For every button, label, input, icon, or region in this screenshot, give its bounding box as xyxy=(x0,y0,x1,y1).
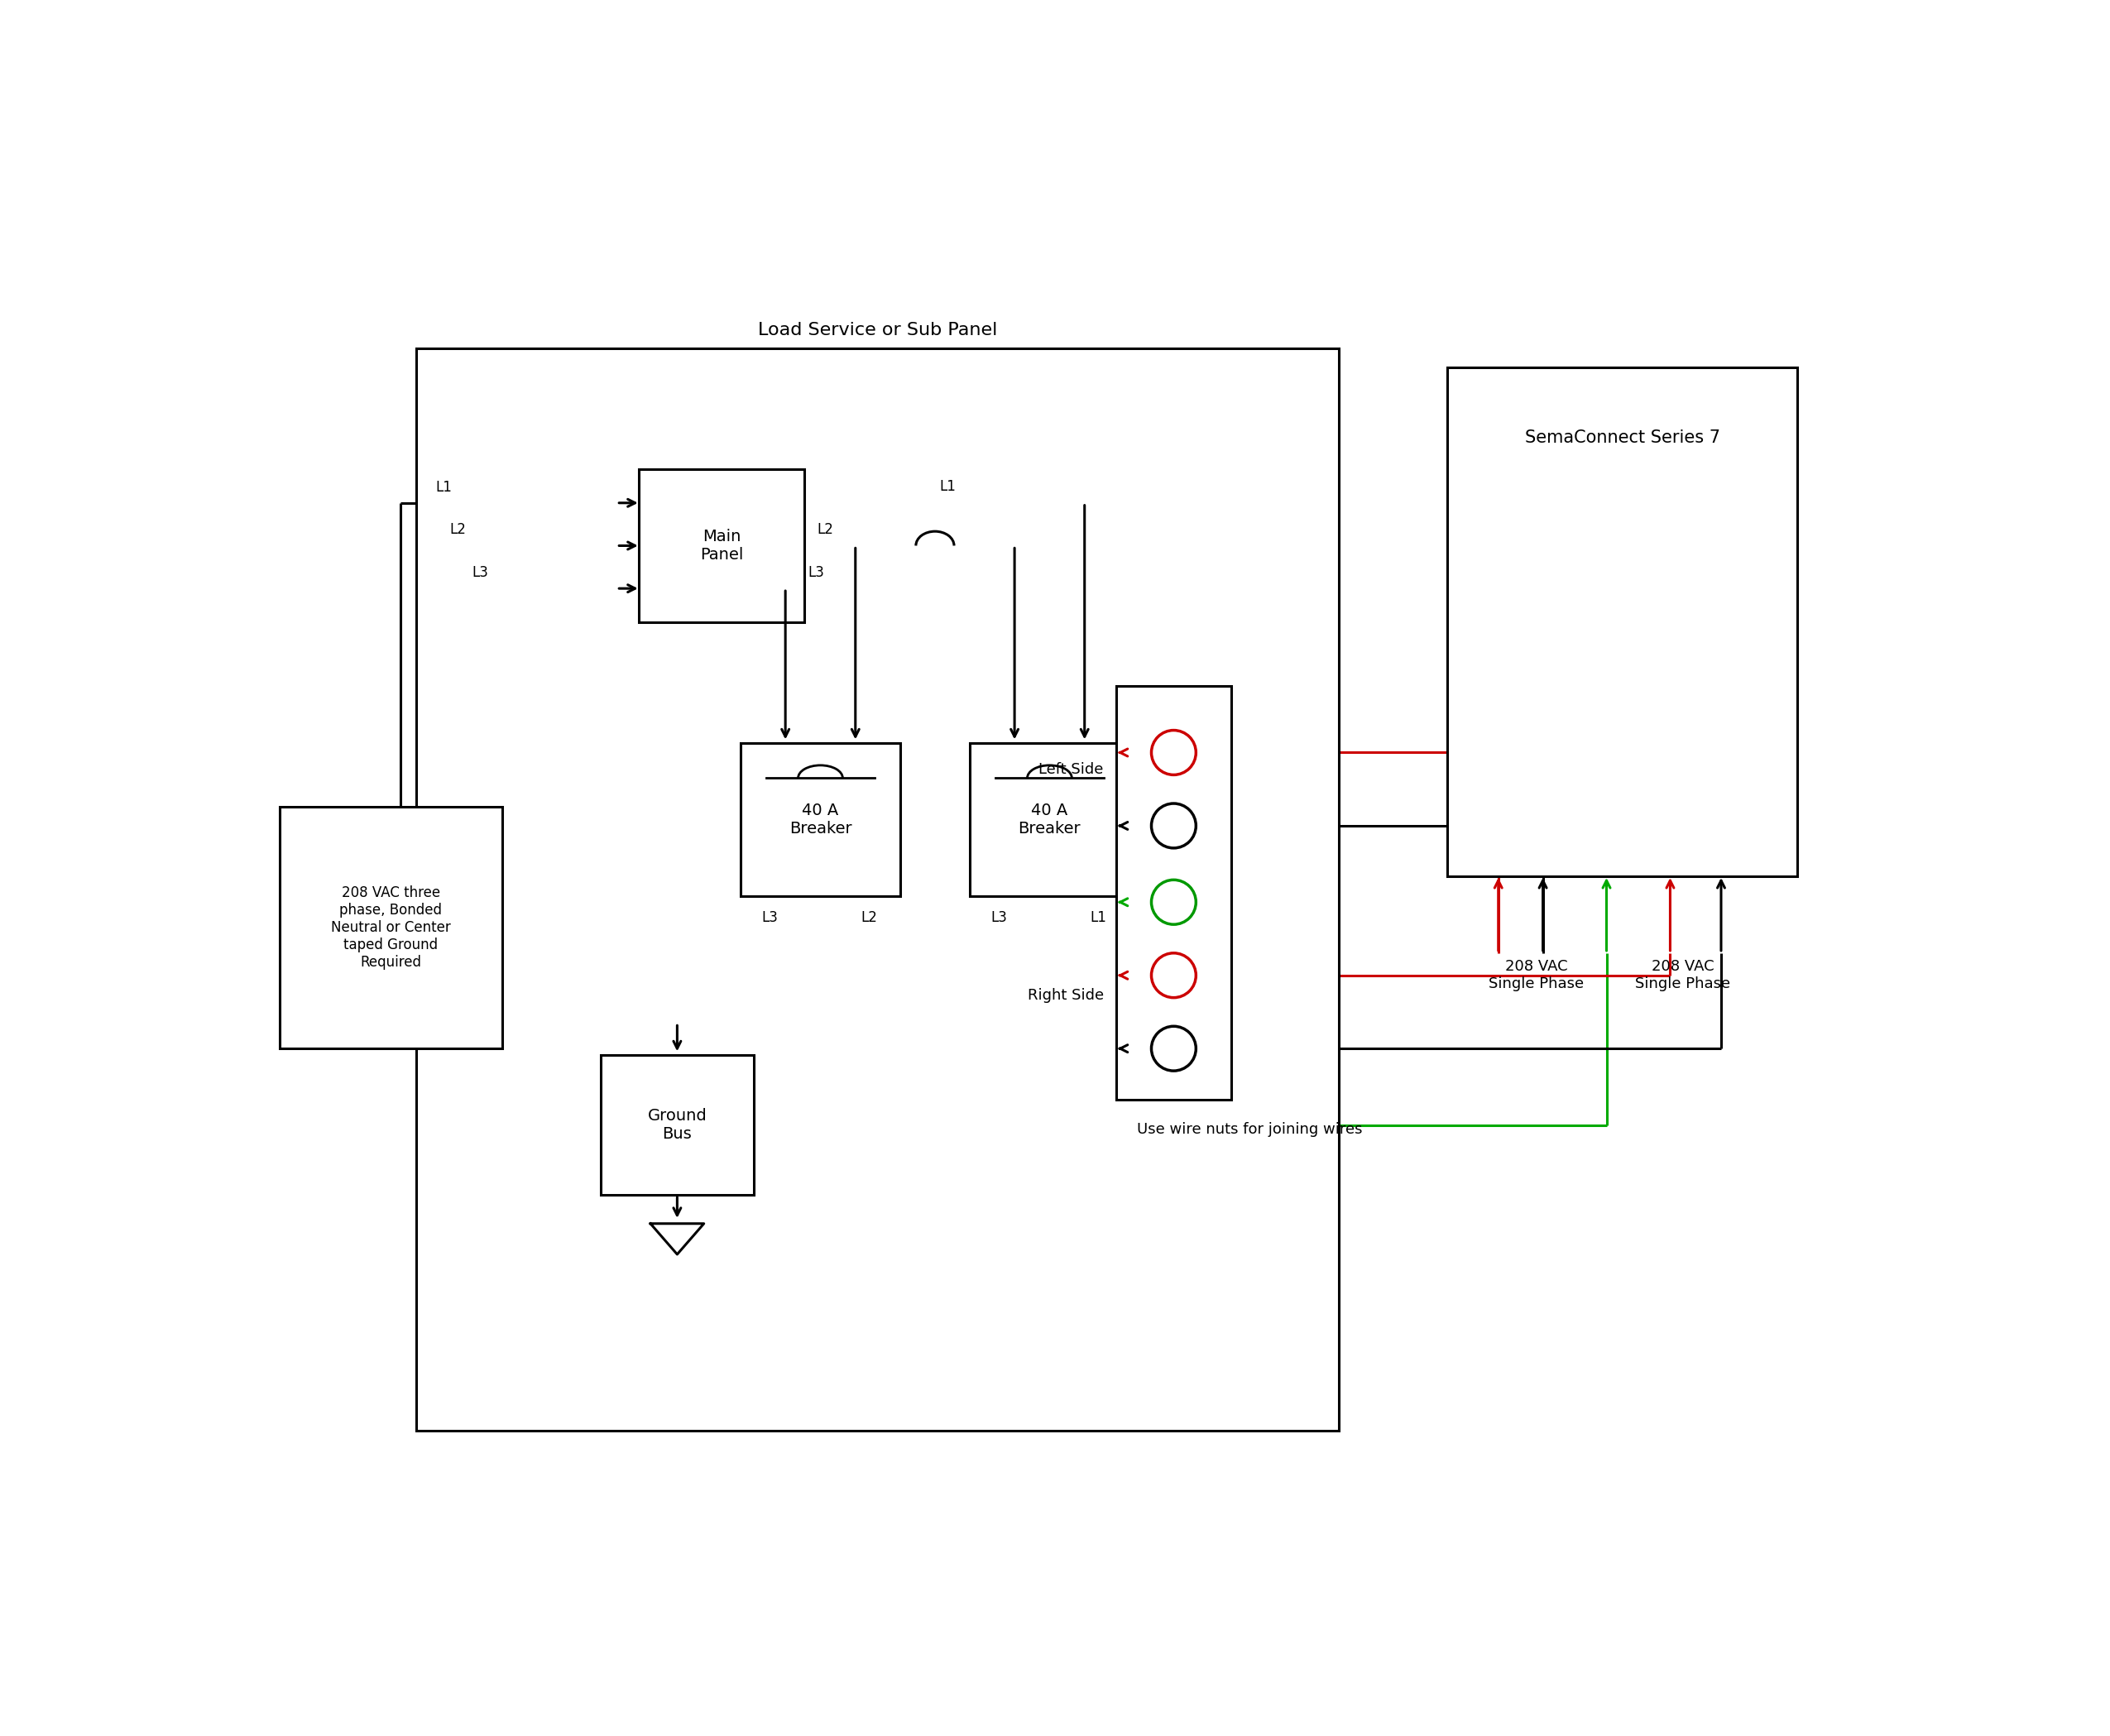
Text: 208 VAC three
phase, Bonded
Neutral or Center
taped Ground
Required: 208 VAC three phase, Bonded Neutral or C… xyxy=(331,885,452,969)
Text: 208 VAC
Single Phase: 208 VAC Single Phase xyxy=(1490,960,1585,991)
Bar xyxy=(1116,686,1230,1099)
Text: L2: L2 xyxy=(449,523,466,538)
Circle shape xyxy=(1152,804,1196,849)
Circle shape xyxy=(1152,953,1196,998)
Text: L2: L2 xyxy=(861,911,878,925)
Bar xyxy=(1447,368,1798,877)
Bar xyxy=(639,469,804,621)
Text: 208 VAC
Single Phase: 208 VAC Single Phase xyxy=(1635,960,1730,991)
Text: L1: L1 xyxy=(1089,911,1106,925)
Text: SemaConnect Series 7: SemaConnect Series 7 xyxy=(1526,429,1720,446)
Text: L1: L1 xyxy=(435,479,452,495)
Bar xyxy=(279,807,502,1049)
Text: 40 A
Breaker: 40 A Breaker xyxy=(789,802,852,837)
Bar xyxy=(601,1055,753,1194)
Circle shape xyxy=(1152,731,1196,774)
Circle shape xyxy=(1152,1026,1196,1071)
Text: Ground
Bus: Ground Bus xyxy=(648,1108,707,1142)
Text: L3: L3 xyxy=(990,911,1006,925)
Bar xyxy=(741,743,901,896)
Text: L3: L3 xyxy=(762,911,779,925)
Text: Left Side: Left Side xyxy=(1038,762,1104,778)
Text: L1: L1 xyxy=(939,479,956,495)
Text: Main
Panel: Main Panel xyxy=(701,529,743,562)
Circle shape xyxy=(1152,880,1196,925)
Text: Right Side: Right Side xyxy=(1028,988,1104,1003)
Text: Use wire nuts for joining wires: Use wire nuts for joining wires xyxy=(1137,1121,1363,1137)
Bar xyxy=(416,349,1340,1430)
Text: 40 A
Breaker: 40 A Breaker xyxy=(1019,802,1080,837)
Text: Load Service or Sub Panel: Load Service or Sub Panel xyxy=(757,323,998,339)
Bar xyxy=(971,743,1129,896)
Text: L2: L2 xyxy=(817,523,833,538)
Text: L3: L3 xyxy=(808,566,825,580)
Text: L3: L3 xyxy=(471,566,487,580)
